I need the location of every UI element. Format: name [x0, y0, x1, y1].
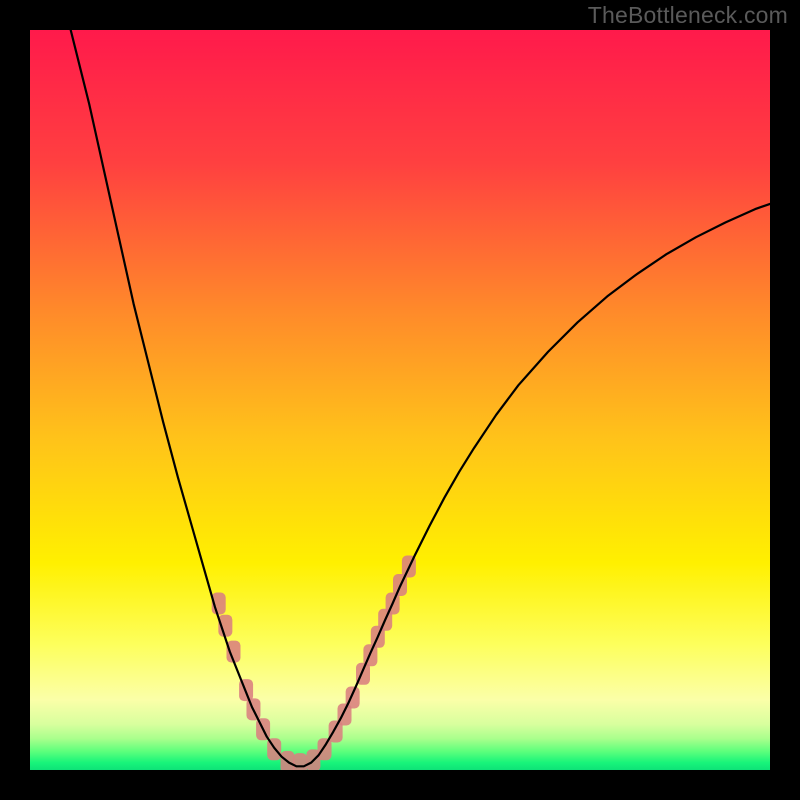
- chart-stage: TheBottleneck.com: [0, 0, 800, 800]
- plot-background-gradient: [30, 30, 770, 770]
- chart-svg: [0, 0, 800, 800]
- curve-marker: [318, 738, 332, 760]
- watermark-text: TheBottleneck.com: [588, 2, 788, 29]
